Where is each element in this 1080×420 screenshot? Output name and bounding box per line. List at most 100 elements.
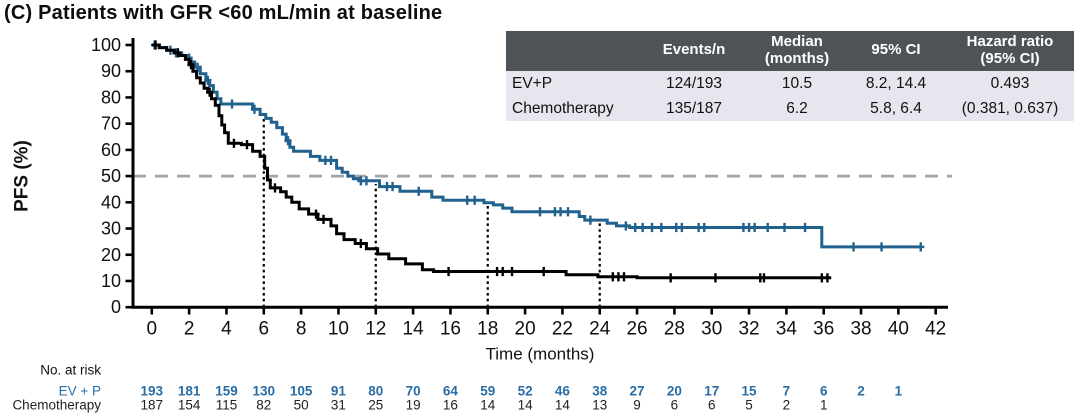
y-tick-label: 80: [101, 87, 121, 107]
risk-count: 6: [820, 384, 828, 399]
risk-count: 9: [633, 398, 641, 413]
risk-count: 105: [290, 384, 313, 399]
risk-count: 115: [216, 398, 238, 413]
risk-count: 187: [141, 398, 164, 413]
risk-count: 1: [820, 398, 828, 413]
x-tick-label: 0: [147, 319, 158, 340]
x-tick-label: 26: [626, 319, 647, 340]
risk-count: 14: [518, 398, 534, 413]
risk-count: 31: [331, 398, 346, 413]
risk-count: 25: [368, 398, 383, 413]
risk-count: 16: [443, 398, 458, 413]
summary-cell: EV+P: [506, 70, 640, 96]
risk-count: 14: [480, 398, 496, 413]
y-tick-label: 20: [101, 245, 121, 265]
risk-count: 59: [480, 384, 495, 399]
panel-title: (C) Patients with GFR <60 mL/min at base…: [4, 2, 443, 24]
summary-cell: 5.8, 6.4: [846, 95, 946, 122]
x-tick-label: 34: [776, 319, 798, 340]
x-tick-label: 14: [403, 319, 425, 340]
risk-count: 193: [141, 384, 164, 399]
risk-count: 50: [294, 398, 309, 413]
risk-count: 154: [178, 398, 201, 413]
risk-count: 91: [331, 384, 347, 399]
summary-cell: Chemotherapy: [506, 95, 640, 122]
summary-cell: (0.381, 0.637): [946, 95, 1074, 122]
y-tick-label: 0: [111, 297, 121, 317]
risk-count: 6: [671, 398, 679, 413]
risk-count: 159: [215, 384, 238, 399]
risk-count: 80: [368, 384, 383, 399]
y-tick-label: 100: [91, 35, 121, 55]
x-axis-label: Time (months): [486, 345, 595, 364]
censor-marks-evp: [150, 40, 925, 252]
x-tick-label: 28: [664, 319, 685, 340]
y-axis-ticks: 0 10 20 30 40 50 60 70 80 90 100: [91, 35, 133, 317]
summary-row: EV+P 124/193 10.5 8.2, 14.4 0.493: [506, 70, 1074, 96]
risk-count: 130: [253, 384, 276, 399]
x-tick-label: 8: [296, 319, 307, 340]
x-tick-label: 2: [184, 319, 195, 340]
x-tick-label: 6: [258, 319, 269, 340]
x-tick-label: 22: [552, 319, 573, 340]
risk-count: 2: [857, 384, 865, 399]
risk-count: 20: [667, 384, 682, 399]
x-axis-ticks: 0 2 4 6 8 10 12 14 16 18 20 22 24 26 28 30 32 34 36 38 40 42: [147, 307, 946, 340]
summary-cell: 6.2: [748, 95, 846, 122]
risk-count: 2: [783, 398, 791, 413]
risk-count: 46: [555, 384, 571, 399]
risk-count: 14: [555, 398, 571, 413]
y-tick-label: 60: [101, 140, 121, 160]
risk-count: 15: [742, 384, 758, 399]
y-tick-label: 30: [101, 219, 121, 239]
risk-count: 52: [518, 384, 533, 399]
risk-count: 181: [178, 384, 201, 399]
summary-cell: 10.5: [748, 70, 846, 96]
risk-count: 6: [708, 398, 716, 413]
x-tick-label: 40: [888, 319, 909, 340]
risk-count: 27: [630, 384, 645, 399]
x-tick-label: 36: [813, 319, 834, 340]
x-tick-label: 20: [515, 319, 536, 340]
risk-row-label-evp: EV + P: [59, 384, 101, 399]
landmark-dotted-lines: [262, 118, 601, 308]
risk-count: 38: [592, 384, 608, 399]
summary-header-cell: 95% CI: [846, 31, 946, 71]
x-tick-label: 18: [477, 319, 498, 340]
y-tick-label: 10: [101, 271, 121, 291]
y-tick-label: 40: [101, 192, 121, 212]
summary-cell: 8.2, 14.4: [846, 70, 946, 96]
risk-count: 13: [592, 398, 607, 413]
summary-header-cell: [506, 31, 640, 71]
x-tick-label: 38: [850, 319, 871, 340]
y-tick-label: 70: [101, 114, 121, 134]
risk-count: 70: [406, 384, 421, 399]
summary-header-cell: Hazard ratio (95% CI): [946, 31, 1074, 71]
risk-table-title: No. at risk: [40, 363, 101, 378]
y-axis-label: PFS (%): [12, 140, 33, 212]
x-tick-label: 12: [365, 319, 386, 340]
y-tick-label: 50: [101, 166, 121, 186]
risk-count: 82: [256, 398, 271, 413]
summary-cell: 124/193: [640, 70, 748, 96]
x-tick-label: 16: [440, 319, 461, 340]
summary-table: Events/n Median (months) 95% CI Hazard ratio…: [506, 31, 1074, 122]
pfs-curve-chemotherapy: [151, 43, 832, 280]
x-tick-label: 32: [738, 319, 759, 340]
summary-row: Chemotherapy 135/187 6.2 5.8, 6.4 (0.381, 0.…: [506, 95, 1074, 122]
x-tick-label: 42: [925, 319, 946, 340]
summary-header-cell: Median (months): [748, 31, 846, 71]
risk-count: 19: [406, 398, 421, 413]
summary-header-cell: Events/n: [640, 31, 748, 71]
risk-count: 17: [704, 384, 719, 399]
summary-cell: 135/187: [640, 95, 748, 122]
x-tick-label: 24: [589, 319, 611, 340]
summary-cell: 0.493: [946, 70, 1074, 96]
censor-marks-chemotherapy: [151, 40, 832, 283]
x-tick-label: 10: [328, 319, 349, 340]
risk-count: 64: [443, 384, 459, 399]
risk-count: 1: [895, 384, 903, 399]
